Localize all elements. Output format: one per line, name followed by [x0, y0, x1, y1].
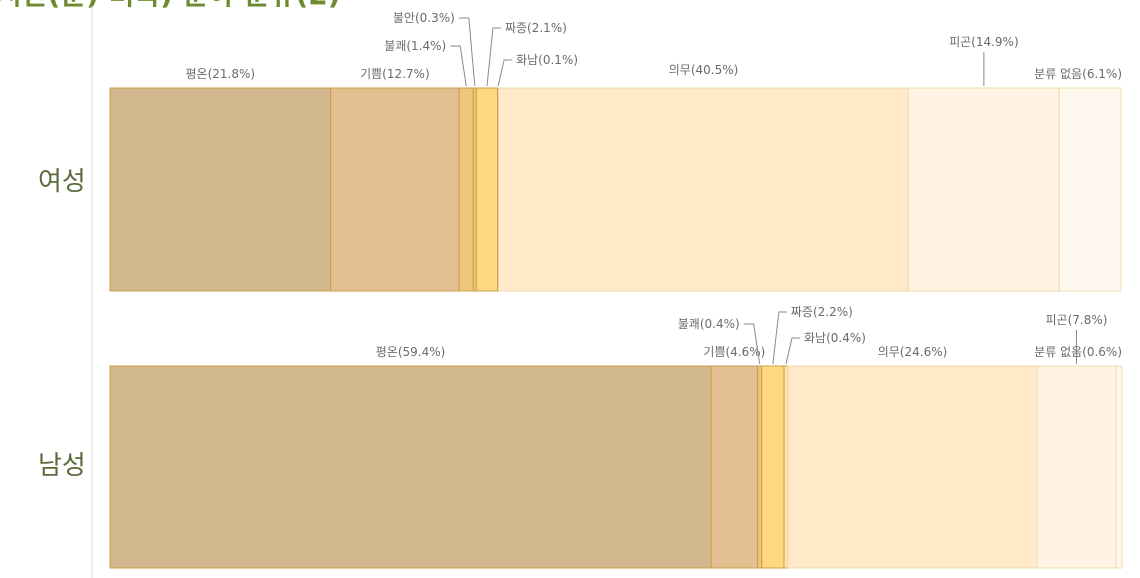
- data-label-male-5: 짜증(2.2%): [791, 305, 853, 319]
- leader-line: [497, 59, 513, 87]
- data-label-male-8: 피곤(7.8%): [1045, 313, 1107, 327]
- bar-segment-male-9: [1115, 365, 1123, 569]
- bar-segment-female-2: [330, 87, 460, 292]
- data-label-female-8: 피곤(14.9%): [949, 35, 1019, 49]
- leader-line: [772, 311, 787, 365]
- data-label-female-7: 의무(40.5%): [669, 63, 739, 77]
- bar-segment-female-9: [1058, 87, 1122, 292]
- data-label-female-1: 평온(21.8%): [186, 67, 256, 81]
- bar-segment-male-3: [757, 365, 763, 569]
- bar-segment-female-8: [907, 87, 1060, 292]
- bar-segment-male-6: [783, 365, 789, 569]
- category-label-male: 남성: [38, 451, 86, 481]
- leader-line: [458, 17, 476, 87]
- bar-segment-female-5: [475, 87, 499, 292]
- bar-segment-male-5: [761, 365, 785, 569]
- bar-segment-male-2: [710, 365, 759, 569]
- data-label-male-1: 평온(59.4%): [376, 345, 446, 359]
- leader-line: [785, 337, 801, 365]
- chart-title-fragment: 시간(분) 비육) 분야 분류(2): [0, 0, 341, 11]
- leader-line: [450, 45, 467, 87]
- data-label-female-3: 불쾌(1.4%): [384, 39, 446, 53]
- leader-line: [486, 27, 501, 87]
- bar-segment-male-7: [787, 365, 1038, 569]
- data-label-female-5: 짜증(2.1%): [505, 21, 567, 35]
- data-label-male-6: 화남(0.4%): [804, 331, 866, 345]
- bar-segment-male-8: [1036, 365, 1117, 569]
- data-label-male-7: 의무(24.6%): [878, 345, 948, 359]
- data-label-male-2: 기쁨(4.6%): [703, 345, 765, 359]
- data-label-male-3: 불쾌(0.4%): [678, 317, 740, 331]
- data-label-female-9: 분류 없음(6.1%): [1034, 67, 1122, 81]
- data-label-female-4: 불안(0.3%): [393, 11, 455, 25]
- data-label-male-9: 분류 없음(0.6%): [1034, 345, 1122, 359]
- bar-segment-female-3: [458, 87, 474, 292]
- leader-line: [743, 323, 761, 365]
- data-label-female-2: 기쁨(12.7%): [360, 67, 430, 81]
- category-label-female: 여성: [38, 167, 86, 197]
- bar-segment-male-1: [109, 365, 712, 569]
- bar-segment-female-1: [109, 87, 332, 292]
- bar-segment-female-7: [498, 87, 909, 292]
- data-label-female-6: 화남(0.1%): [516, 53, 578, 67]
